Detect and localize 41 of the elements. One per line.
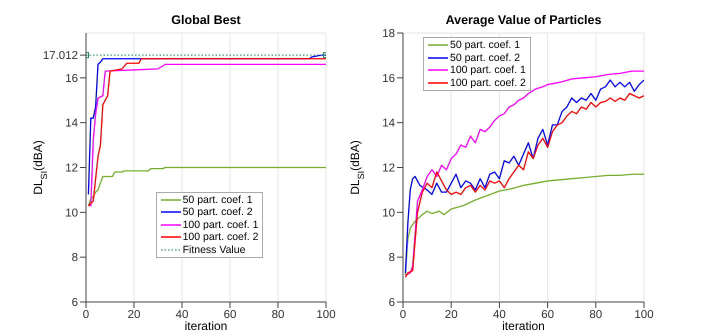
legend-label: 50 part. coef. 1 (182, 194, 253, 206)
line-series (404, 174, 644, 276)
x-tick-label: 60 (224, 309, 236, 322)
y-tick-label: 12 (382, 162, 395, 175)
x-tick-label: 40 (176, 309, 188, 322)
y-tick-label: 14 (65, 118, 79, 130)
y-tick-label: 6 (72, 297, 78, 310)
legend-label: 100 part. coef. 2 (182, 231, 258, 244)
legend-label: 100 part. coef. 1 (450, 64, 526, 76)
y-tick-label: 8 (388, 252, 395, 264)
x-tick-label: 100 (634, 309, 654, 322)
x-tick-label: 0 (400, 309, 406, 322)
y-tick-label: 18 (382, 28, 395, 40)
x-tick-label: 20 (444, 309, 458, 322)
chart-title: Global Best (171, 13, 242, 27)
legend-label: 100 part. coef. 2 (450, 76, 526, 89)
y-tick-label: 10 (382, 207, 395, 220)
y-tick-label: 6 (388, 297, 395, 310)
y-tick-label: 16 (382, 72, 395, 85)
y-tick-label: 10 (65, 207, 78, 220)
y-tick-label: 12 (65, 162, 78, 175)
legend-label: 50 part. coef. 2 (182, 206, 253, 219)
chart-title: Average Value of Particles (446, 13, 602, 27)
y-tick-label: 14 (382, 118, 396, 130)
x-tick-label: 20 (128, 309, 140, 322)
x-tick-label: 100 (316, 309, 336, 322)
legend-label: Fitness Value (182, 244, 246, 256)
y-tick-label: 17.012 (42, 50, 78, 62)
x-tick-label: 80 (589, 309, 602, 322)
y-tick-label: 8 (72, 252, 78, 264)
x-tick-label: 40 (493, 309, 506, 322)
x-tick-label: 60 (541, 309, 554, 322)
x-tick-label: 80 (272, 309, 284, 322)
x-axis-title: iteration (502, 319, 545, 332)
legend-label: 100 part. coef. 1 (182, 218, 258, 232)
legend-label: 50 part. coef. 1 (450, 39, 520, 52)
x-tick-label: 0 (82, 309, 90, 322)
line-series (88, 166, 326, 206)
legend-label: 50 part. coef. 2 (450, 52, 520, 64)
x-axis-title: iteration (184, 319, 228, 332)
y-tick-label: 16 (65, 72, 78, 85)
